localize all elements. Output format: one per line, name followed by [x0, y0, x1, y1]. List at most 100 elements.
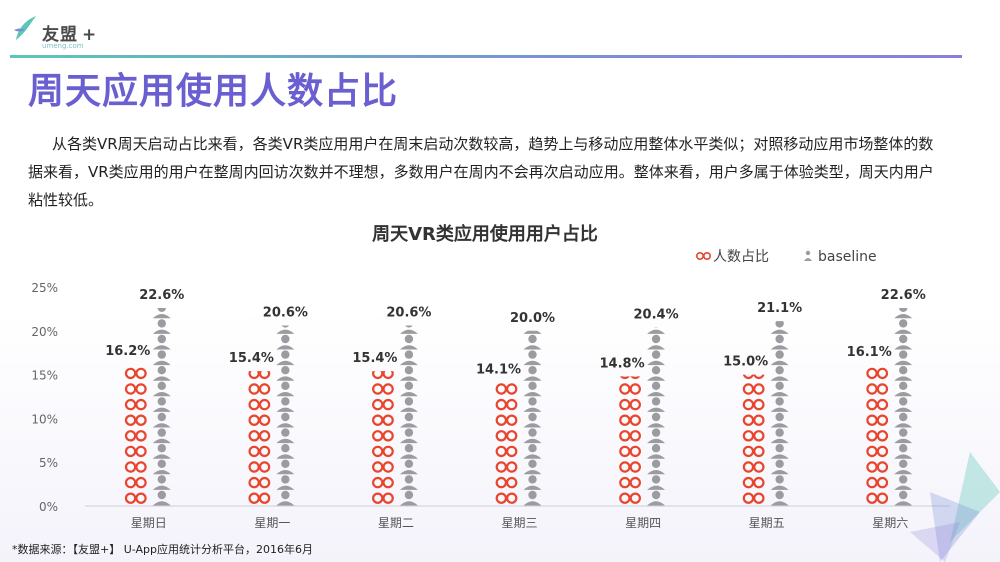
person-icon — [894, 366, 913, 381]
person-icon — [152, 334, 171, 350]
vr-goggles-icon — [124, 414, 147, 426]
person-icon — [399, 397, 418, 412]
person-icon — [399, 412, 418, 428]
person-icon — [399, 444, 418, 459]
person-icon — [523, 459, 542, 475]
person-icon — [647, 327, 666, 334]
person-icon — [894, 334, 913, 350]
person-icon — [276, 397, 295, 412]
vr-goggles-icon — [742, 476, 765, 489]
vr-goggles-icon — [866, 398, 889, 411]
vr-goggles-icon — [495, 461, 518, 473]
vr-goggles-icon — [619, 461, 641, 473]
bar-vr — [248, 371, 271, 504]
person-icon — [276, 334, 295, 350]
corner-decoration — [910, 452, 1000, 562]
y-tick-label: 25% — [31, 281, 58, 295]
partial-unit — [152, 308, 171, 319]
y-tick-label: 5% — [39, 456, 58, 470]
partial-unit — [647, 327, 666, 334]
person-icon — [399, 366, 418, 381]
person-icon — [770, 475, 789, 490]
person-icon — [647, 412, 666, 428]
person-icon — [276, 381, 295, 397]
bar-vr — [619, 376, 641, 504]
person-icon — [770, 397, 789, 412]
person-icon — [770, 381, 789, 397]
vr-goggles-icon — [742, 461, 765, 473]
person-icon — [152, 459, 171, 475]
person-icon — [399, 428, 418, 444]
person-icon — [276, 366, 295, 381]
person-icon — [152, 350, 171, 366]
person-icon — [894, 444, 913, 459]
vr-goggles-icon — [124, 492, 147, 504]
data-label-vr: 14.8% — [600, 356, 645, 371]
person-icon — [152, 308, 171, 319]
vr-goggles-icon — [866, 430, 889, 442]
data-label-baseline: 22.6% — [881, 288, 926, 303]
bar-baseline — [152, 308, 171, 506]
person-icon — [276, 459, 295, 475]
person-icon — [399, 325, 418, 334]
partial-unit — [372, 371, 394, 380]
person-icon — [523, 412, 542, 428]
person-icon — [523, 381, 542, 397]
person-icon — [152, 366, 171, 381]
bar-baseline — [770, 321, 789, 506]
person-icon — [276, 325, 295, 334]
person-icon — [894, 490, 913, 506]
person-icon — [152, 319, 171, 334]
bar-vr — [866, 367, 889, 504]
person-icon — [276, 475, 295, 490]
person-icon — [399, 475, 418, 490]
vr-goggles-icon — [866, 492, 889, 504]
vr-goggles-icon — [372, 383, 394, 395]
category-group: 14.1% 20.0% — [476, 311, 555, 506]
category-group: 16.2% 22.6% — [105, 288, 184, 506]
person-icon — [152, 490, 171, 506]
vr-goggles-icon — [124, 430, 147, 442]
vr-goggles-icon — [372, 371, 394, 380]
person-icon — [894, 397, 913, 412]
y-axis: 0% 5% 10% 15% 20% 25% — [31, 281, 58, 514]
y-tick-label: 0% — [39, 500, 58, 514]
person-icon — [152, 475, 171, 490]
person-icon — [523, 444, 542, 459]
person-icon — [523, 428, 542, 444]
data-label-vr: 15.4% — [229, 351, 274, 366]
person-icon — [399, 334, 418, 350]
person-icon — [770, 428, 789, 444]
bar-vr — [372, 371, 394, 504]
person-icon — [894, 308, 913, 319]
vr-goggles-icon — [866, 367, 889, 380]
person-icon — [399, 459, 418, 475]
person-icon — [894, 459, 913, 475]
vr-goggles-icon — [619, 414, 641, 426]
x-tick-label: 星期一 — [254, 516, 290, 530]
person-icon — [647, 490, 666, 506]
person-icon — [276, 412, 295, 428]
x-tick-label: 星期六 — [872, 516, 908, 530]
person-icon — [647, 428, 666, 444]
vr-goggles-icon — [495, 398, 518, 411]
data-label-vr: 15.0% — [723, 355, 768, 370]
bar-baseline — [523, 330, 542, 506]
chart-title: 周天VR类应用使用用户占比 — [372, 223, 598, 245]
person-icon — [770, 350, 789, 366]
vr-goggles-icon — [495, 430, 518, 442]
x-axis: 星期日 星期一 星期二 星期三 星期四 星期五 星期六 — [85, 505, 950, 530]
person-icon — [647, 444, 666, 459]
person-icon — [647, 397, 666, 412]
vr-goggles-icon — [866, 414, 889, 426]
partial-unit — [248, 371, 271, 380]
person-icon — [770, 412, 789, 428]
bar-vr — [495, 383, 518, 504]
person-icon — [523, 490, 542, 506]
vr-goggles-icon — [619, 492, 641, 504]
person-icon — [276, 428, 295, 444]
data-label-baseline: 20.4% — [634, 307, 679, 322]
person-icon — [276, 490, 295, 506]
